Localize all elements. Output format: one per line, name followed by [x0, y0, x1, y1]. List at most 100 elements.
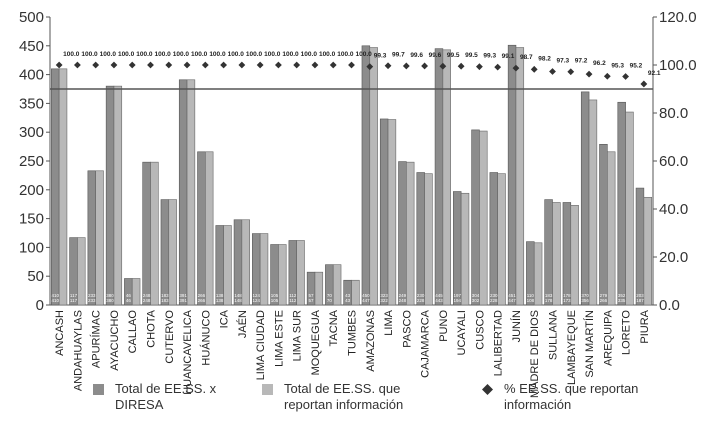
percent-label: 100.0: [118, 51, 135, 58]
bar-label-total: 230: [417, 293, 425, 298]
percent-point: [92, 61, 100, 69]
percent-point: [183, 61, 191, 69]
x-tick-label: LIMA: [383, 309, 395, 335]
x-tick-label: ANCASH: [54, 310, 66, 356]
percent-label: 99.5: [465, 52, 478, 59]
bar-label-reporting: 43: [345, 298, 351, 303]
bar-label-total: 197: [453, 293, 461, 298]
bar-label-total: 148: [234, 293, 242, 298]
bar-label-total: 233: [88, 293, 96, 298]
y-tick-label-left: 100: [19, 239, 44, 256]
bar-label-total: 304: [472, 293, 480, 298]
bar-label-total: 323: [380, 293, 388, 298]
percent-label: 100.0: [228, 51, 245, 58]
bar-reporting: [58, 68, 68, 306]
bar-label-total: 370: [581, 293, 589, 298]
percent-point: [494, 63, 502, 71]
percent-label: 96.2: [593, 60, 606, 67]
percent-point: [402, 62, 410, 70]
bar-label-total: 43: [345, 293, 351, 298]
legend-label-total: Total de EE.SS. x DIRESA: [115, 381, 217, 412]
bar-reporting: [387, 119, 397, 306]
x-tick-label: SAN MARTÍN: [583, 310, 596, 378]
bar-reporting: [186, 79, 196, 306]
x-tick-label: ICA: [219, 309, 231, 328]
y-tick-label-left: 200: [19, 182, 44, 199]
percent-label: 98.2: [538, 55, 551, 62]
percent-point: [439, 62, 447, 70]
bar-total: [87, 170, 96, 306]
bar-label-total: 203: [636, 293, 644, 298]
percent-point: [110, 61, 118, 69]
bar-label-reporting: 57: [309, 298, 315, 303]
bar-label-total: 451: [508, 293, 516, 298]
bar-total: [398, 161, 407, 306]
bar-reporting: [241, 219, 250, 306]
percent-label: 100.0: [356, 51, 373, 58]
x-tick-label: ANDAHUAYLAS: [72, 310, 84, 391]
bars: [51, 44, 652, 306]
y-tick-label-left: 400: [19, 67, 44, 84]
percent-point: [74, 61, 81, 69]
bar-label-reporting: 183: [161, 298, 169, 303]
y-tick-label-left: 250: [19, 153, 44, 170]
bar-label-reporting: 124: [252, 298, 260, 303]
bar-label-reporting: 322: [380, 298, 388, 303]
bar-total: [580, 91, 590, 306]
bar-label-reporting: 266: [198, 298, 206, 303]
bar-total: [434, 48, 444, 306]
percent-point: [512, 64, 520, 72]
percent-point: [128, 61, 136, 69]
bar-label-total: 380: [106, 293, 114, 298]
bar-total: [51, 68, 60, 306]
bar-reporting: [351, 279, 360, 306]
x-tick-label: TUMBES: [347, 310, 359, 356]
x-tick-label: LIMA CIUDAD: [255, 310, 267, 380]
bar-label-reporting: 302: [472, 298, 480, 303]
x-tick-label: PASCO: [401, 310, 413, 348]
y-tick-label-left: 150: [19, 211, 44, 228]
x-tick-label: PUNO: [438, 310, 450, 342]
percent-label: 99.7: [392, 52, 405, 59]
percent-label: 100.0: [81, 51, 98, 58]
percent-points: 100.0 100.0 100.0 100.0 100.0 100.0 100.0 100.0…: [55, 51, 661, 88]
bar-label-total: 138: [216, 293, 224, 298]
x-tick-label: CUSCO: [474, 310, 486, 350]
percent-point: [457, 62, 465, 70]
bar-label-reporting: 173: [563, 298, 571, 303]
percent-point: [640, 80, 648, 88]
bar-total: [562, 202, 572, 306]
percent-label: 98.7: [520, 54, 533, 61]
x-tick-label: LIMA ESTE: [273, 310, 285, 367]
bar-reporting: [460, 192, 470, 306]
percent-label: 100.0: [63, 51, 80, 58]
percent-point: [384, 62, 392, 70]
y-tick-label-right: 0.0: [659, 297, 680, 314]
bar-label-total: 183: [545, 293, 553, 298]
percent-label: 100.0: [337, 51, 354, 58]
x-tick-label: AMAZONAS: [365, 310, 377, 372]
y-tick-label-left: 350: [19, 95, 44, 112]
bar-label-reporting: 46: [126, 298, 132, 303]
bar-label-total: 46: [126, 293, 132, 298]
percent-point: [348, 61, 355, 69]
bar-reporting: [205, 151, 214, 306]
bar-label-total: 248: [143, 293, 151, 298]
bar-reporting: [168, 199, 177, 306]
bar-total: [544, 199, 553, 306]
percent-label: 99.6: [410, 52, 423, 59]
y-tick-label-right: 120.0: [659, 9, 697, 26]
bar-label-reporting: 138: [216, 298, 224, 303]
percent-label: 99.3: [374, 53, 387, 60]
y-tick-label-left: 0: [36, 297, 44, 314]
x-tick-label: LIMA SUR: [292, 310, 304, 361]
percent-label: 99.1: [502, 53, 515, 60]
bar-reporting: [369, 47, 378, 306]
bar-total: [489, 172, 498, 306]
percent-point: [530, 65, 538, 73]
bar-total: [453, 191, 462, 306]
x-tick-label: HUÁNUCO: [199, 310, 212, 366]
x-tick-label: SULLANA: [548, 309, 560, 360]
bar-reporting: [552, 202, 561, 306]
